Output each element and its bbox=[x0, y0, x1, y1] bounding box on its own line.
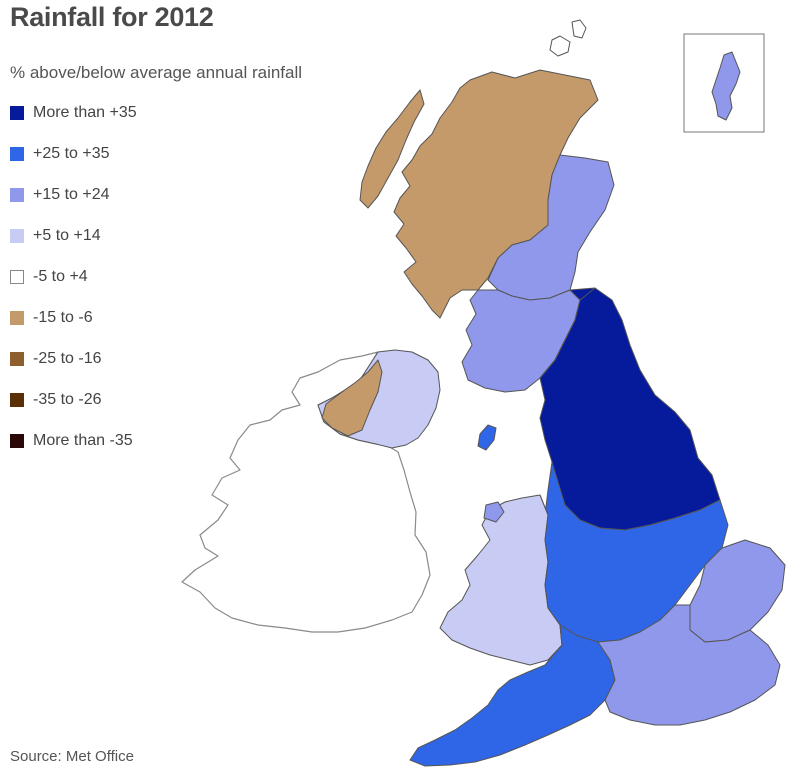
region-isle-of-man bbox=[477, 424, 497, 451]
region-anglesey bbox=[483, 501, 505, 523]
region-shetland bbox=[711, 51, 741, 121]
legend-swatch bbox=[10, 229, 24, 243]
legend-label: -35 to -26 bbox=[33, 391, 102, 408]
legend-label: +15 to +24 bbox=[33, 186, 110, 203]
legend-label: +25 to +35 bbox=[33, 145, 110, 162]
legend-item: More than +35 bbox=[10, 104, 210, 145]
wales-england-border bbox=[539, 494, 563, 646]
scotland-england-border bbox=[539, 287, 596, 379]
legend-label: -15 to -6 bbox=[33, 309, 93, 326]
region-northern-ireland-west bbox=[321, 359, 383, 437]
region-scotland-highlands bbox=[393, 69, 599, 319]
legend-item: +15 to +24 bbox=[10, 186, 210, 227]
legend-label: +5 to +14 bbox=[33, 227, 101, 244]
map-subtitle: % above/below average annual rainfall bbox=[10, 63, 303, 82]
legend-swatch bbox=[10, 311, 24, 325]
region-orkney-north bbox=[571, 19, 587, 39]
legend-item: -5 to +4 bbox=[10, 268, 210, 309]
legend-swatch bbox=[10, 188, 24, 202]
legend-item: +5 to +14 bbox=[10, 227, 210, 268]
legend-swatch bbox=[10, 147, 24, 161]
legend-label: More than +35 bbox=[33, 104, 137, 121]
legend-item: +25 to +35 bbox=[10, 145, 210, 186]
legend-item: More than -35 bbox=[10, 432, 210, 473]
legend-label: -25 to -16 bbox=[33, 350, 102, 367]
legend-item: -25 to -16 bbox=[10, 350, 210, 391]
legend-swatch bbox=[10, 106, 24, 120]
legend-swatch bbox=[10, 270, 24, 284]
legend-swatch bbox=[10, 434, 24, 448]
source-credit: Source: Met Office bbox=[10, 748, 134, 765]
map-title: Rainfall for 2012 bbox=[10, 2, 214, 32]
region-south-east-england bbox=[597, 604, 781, 726]
legend-item: -35 to -26 bbox=[10, 391, 210, 432]
legend-item: -15 to -6 bbox=[10, 309, 210, 350]
legend-label: More than -35 bbox=[33, 432, 133, 449]
region-orkney bbox=[549, 35, 571, 57]
legend-swatch bbox=[10, 393, 24, 407]
legend-swatch bbox=[10, 352, 24, 366]
region-wales bbox=[439, 494, 563, 666]
region-scotland-hebrides bbox=[359, 89, 425, 209]
legend: More than +35 +25 to +35 +15 to +24 +5 t… bbox=[10, 104, 210, 473]
legend-label: -5 to +4 bbox=[33, 268, 88, 285]
